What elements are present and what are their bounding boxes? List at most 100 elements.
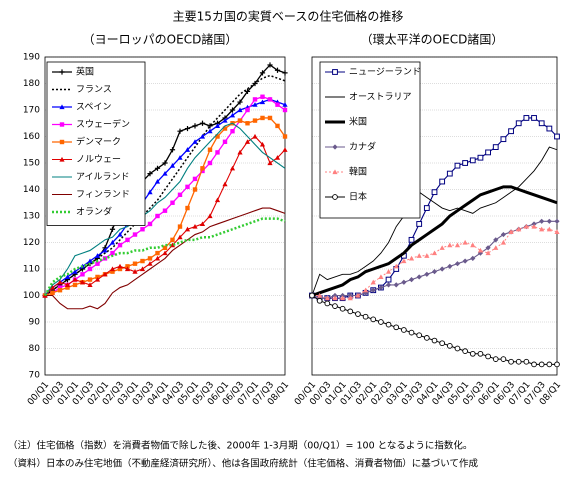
series-line bbox=[44, 74, 286, 297]
marker bbox=[393, 263, 399, 269]
marker bbox=[362, 287, 369, 293]
marker bbox=[340, 292, 346, 299]
marker bbox=[401, 279, 407, 285]
series-line bbox=[43, 217, 286, 297]
marker bbox=[539, 226, 545, 232]
marker bbox=[340, 295, 346, 301]
legend-label: ノルウェー bbox=[76, 154, 121, 165]
plot-frame bbox=[311, 56, 558, 376]
marker bbox=[50, 290, 55, 296]
marker bbox=[424, 271, 430, 277]
marker bbox=[447, 242, 453, 248]
marker bbox=[59, 156, 65, 162]
marker bbox=[267, 62, 273, 68]
marker bbox=[523, 115, 530, 121]
marker bbox=[416, 332, 423, 339]
marker bbox=[110, 250, 115, 256]
y-tick-label: 180 bbox=[23, 79, 40, 89]
marker bbox=[124, 266, 131, 272]
marker bbox=[207, 213, 213, 219]
y-tick-label: 100 bbox=[23, 291, 40, 301]
marker bbox=[408, 329, 415, 336]
y-tick-label: 80 bbox=[29, 344, 41, 354]
marker bbox=[554, 229, 560, 234]
y-tick-label: 170 bbox=[23, 106, 40, 116]
marker bbox=[500, 136, 507, 143]
marker bbox=[140, 258, 145, 264]
marker bbox=[244, 139, 251, 144]
marker bbox=[332, 69, 338, 75]
legend-box bbox=[46, 61, 146, 226]
marker bbox=[515, 120, 522, 127]
marker bbox=[109, 266, 116, 272]
marker bbox=[462, 348, 468, 355]
marker bbox=[546, 125, 553, 132]
marker bbox=[316, 297, 323, 304]
marker bbox=[169, 147, 176, 153]
series-line bbox=[311, 185, 558, 297]
marker bbox=[282, 70, 288, 76]
marker bbox=[267, 115, 273, 121]
marker bbox=[454, 242, 461, 248]
marker bbox=[500, 231, 507, 238]
legend-label: 韓国 bbox=[349, 167, 367, 178]
marker bbox=[423, 205, 430, 211]
marker bbox=[424, 253, 430, 258]
marker bbox=[454, 345, 461, 352]
marker bbox=[485, 353, 491, 360]
legend-label: ニュージーランド bbox=[349, 67, 421, 78]
marker bbox=[554, 361, 560, 368]
marker bbox=[446, 343, 453, 349]
marker bbox=[362, 313, 369, 320]
marker bbox=[132, 261, 138, 266]
marker bbox=[492, 356, 499, 362]
marker bbox=[64, 282, 71, 287]
marker bbox=[222, 139, 228, 144]
marker bbox=[177, 192, 183, 197]
marker bbox=[207, 160, 213, 166]
marker bbox=[199, 133, 206, 139]
marker bbox=[215, 134, 220, 139]
marker bbox=[199, 221, 206, 227]
marker bbox=[493, 237, 499, 243]
marker bbox=[252, 133, 258, 139]
y-tick-label: 120 bbox=[23, 238, 40, 248]
marker bbox=[477, 350, 484, 357]
marker bbox=[275, 102, 280, 107]
marker bbox=[125, 237, 130, 243]
marker bbox=[207, 147, 213, 152]
marker bbox=[408, 236, 415, 243]
marker bbox=[523, 224, 529, 229]
marker bbox=[260, 115, 265, 121]
marker bbox=[59, 122, 65, 127]
marker bbox=[222, 118, 228, 123]
legend-label: フランス bbox=[76, 84, 112, 95]
marker bbox=[470, 242, 476, 248]
marker bbox=[155, 213, 160, 219]
marker bbox=[147, 171, 153, 177]
marker bbox=[192, 139, 198, 144]
marker bbox=[531, 221, 537, 227]
marker bbox=[332, 194, 338, 200]
marker bbox=[162, 250, 168, 256]
marker bbox=[49, 284, 56, 290]
marker bbox=[139, 266, 146, 272]
marker bbox=[274, 155, 281, 160]
legend-label: 英国 bbox=[76, 66, 94, 78]
marker bbox=[87, 266, 93, 272]
marker bbox=[355, 292, 361, 298]
series-line bbox=[45, 207, 286, 310]
marker bbox=[267, 97, 273, 102]
marker bbox=[317, 292, 323, 298]
marker bbox=[59, 104, 65, 110]
y-tick-label: 130 bbox=[23, 212, 40, 222]
marker bbox=[500, 239, 507, 245]
y-tick-label: 90 bbox=[29, 318, 41, 328]
marker bbox=[177, 155, 183, 160]
marker bbox=[155, 250, 160, 256]
y-tick-label: 190 bbox=[23, 53, 40, 63]
marker bbox=[332, 292, 338, 299]
marker bbox=[237, 99, 243, 105]
marker bbox=[245, 121, 250, 126]
marker bbox=[260, 94, 265, 99]
